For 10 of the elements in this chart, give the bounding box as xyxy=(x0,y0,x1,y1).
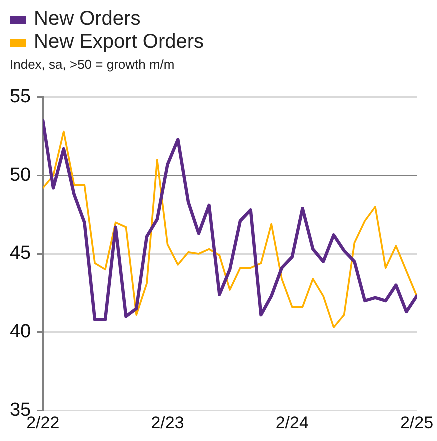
legend-label: New Orders xyxy=(34,8,141,31)
y-tick-label: 45 xyxy=(10,243,32,264)
y-tick-label: 40 xyxy=(10,322,32,343)
chart-subtitle: Index, sa, >50 = growth m/m xyxy=(10,57,176,72)
x-tick-label: 2/25 xyxy=(400,413,434,432)
x-tick-label: 2/23 xyxy=(151,413,184,432)
legend-label: New Export Orders xyxy=(34,31,204,54)
x-tick-label: 2/24 xyxy=(276,413,309,432)
y-tick-label: 55 xyxy=(10,86,32,108)
y-tick-label: 50 xyxy=(10,164,32,186)
